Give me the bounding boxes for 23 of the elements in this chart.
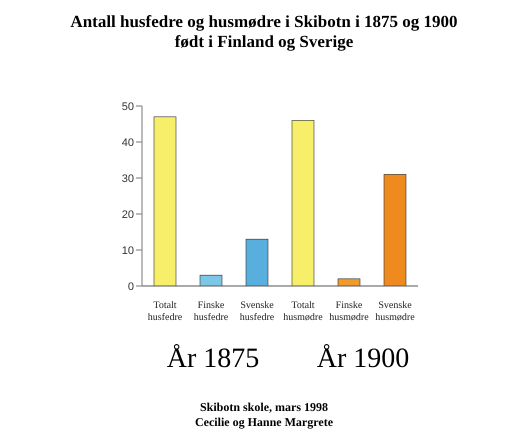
chart-title: Antall husfedre og husmødre i Skibotn i 1875 og 1900 født i Finland og Sverige bbox=[69, 12, 459, 52]
x-tick-label: Finske husmødre bbox=[329, 300, 370, 323]
x-tick-label: Svenske husmødre bbox=[375, 300, 416, 323]
y-tick-label: 20 bbox=[122, 208, 134, 221]
bar bbox=[200, 274, 222, 286]
y-tick-label: 50 bbox=[122, 100, 134, 113]
bar bbox=[246, 238, 268, 286]
bar bbox=[154, 116, 176, 286]
text: År 1875 bbox=[166, 343, 260, 375]
bar bbox=[338, 278, 360, 286]
bar bbox=[384, 174, 406, 286]
y-tick-label: 10 bbox=[122, 244, 134, 257]
y-tick-label: 0 bbox=[128, 280, 134, 293]
y-tick-label: 30 bbox=[122, 172, 134, 185]
x-tick-label: Totalt husmødre bbox=[283, 300, 324, 323]
text: Skibotn skole, mars 1998 bbox=[198, 400, 330, 415]
x-tick-label: Svenske husfedre bbox=[240, 300, 275, 323]
x-tick-label: Finske husfedre bbox=[194, 300, 229, 323]
bar bbox=[292, 120, 314, 286]
x-tick-label: Totalt husfedre bbox=[148, 300, 183, 323]
text: År 1900 bbox=[316, 343, 410, 375]
y-tick-label: 40 bbox=[122, 136, 134, 149]
text: Cecilie og Hanne Margrete bbox=[194, 415, 334, 430]
